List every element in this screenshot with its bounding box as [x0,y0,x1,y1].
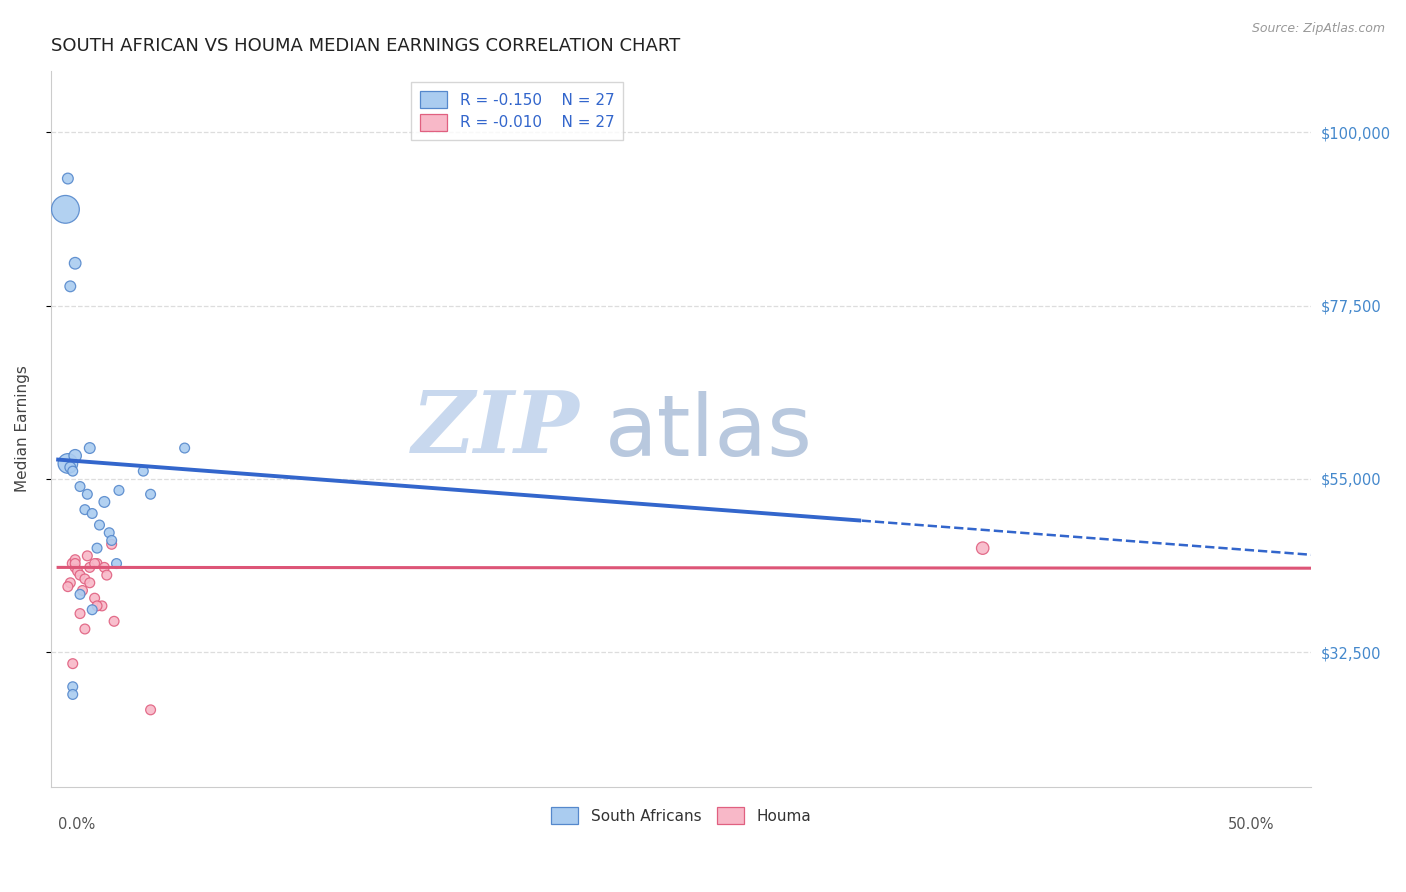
Point [59,575,82,590]
Point [79,441,101,455]
Point [73,572,96,586]
Point [72,583,94,598]
Point [139,703,162,717]
Point [79,575,101,590]
Point [69,479,91,493]
Point [62,464,84,478]
Text: SOUTH AFRICAN VS HOUMA MEDIAN EARNINGS CORRELATION CHART: SOUTH AFRICAN VS HOUMA MEDIAN EARNINGS C… [51,37,681,55]
Point [55,202,77,217]
Point [93,560,115,574]
Point [86,599,108,613]
Point [98,525,121,540]
Point [86,541,108,556]
Point [105,557,128,571]
Point [93,495,115,509]
Point [63,557,86,571]
Point [83,591,105,606]
Text: atlas: atlas [606,391,814,474]
Point [66,564,89,578]
Point [62,657,84,671]
Point [69,607,91,621]
Text: 0.0%: 0.0% [58,817,96,832]
Point [69,587,91,601]
Point [96,568,118,582]
Point [63,256,86,270]
Point [82,507,104,521]
Point [63,552,86,566]
Point [69,568,91,582]
Point [89,518,111,533]
Point [62,680,84,694]
Point [173,441,195,455]
Point [83,557,105,571]
Point [82,603,104,617]
Point [62,688,84,702]
Point [108,483,131,498]
Point [76,549,98,563]
Point [100,533,122,548]
Point [90,599,112,613]
Point [73,502,96,516]
Point [63,449,86,463]
Point [62,557,84,571]
Point [103,615,125,629]
Text: Source: ZipAtlas.com: Source: ZipAtlas.com [1251,22,1385,36]
Text: ZIP: ZIP [412,387,581,471]
Point [86,557,108,571]
Point [76,487,98,501]
Point [56,171,79,186]
Text: 50.0%: 50.0% [1229,817,1275,832]
Point [79,560,101,574]
Y-axis label: Median Earnings: Median Earnings [15,366,30,492]
Point [132,464,155,478]
Point [56,457,79,471]
Point [139,487,162,501]
Point [73,622,96,636]
Point [56,580,79,594]
Point [972,541,994,556]
Point [59,460,82,475]
Point [100,537,122,551]
Point [63,560,86,574]
Legend: South Africans, Houma: South Africans, Houma [541,798,820,833]
Point [59,279,82,293]
